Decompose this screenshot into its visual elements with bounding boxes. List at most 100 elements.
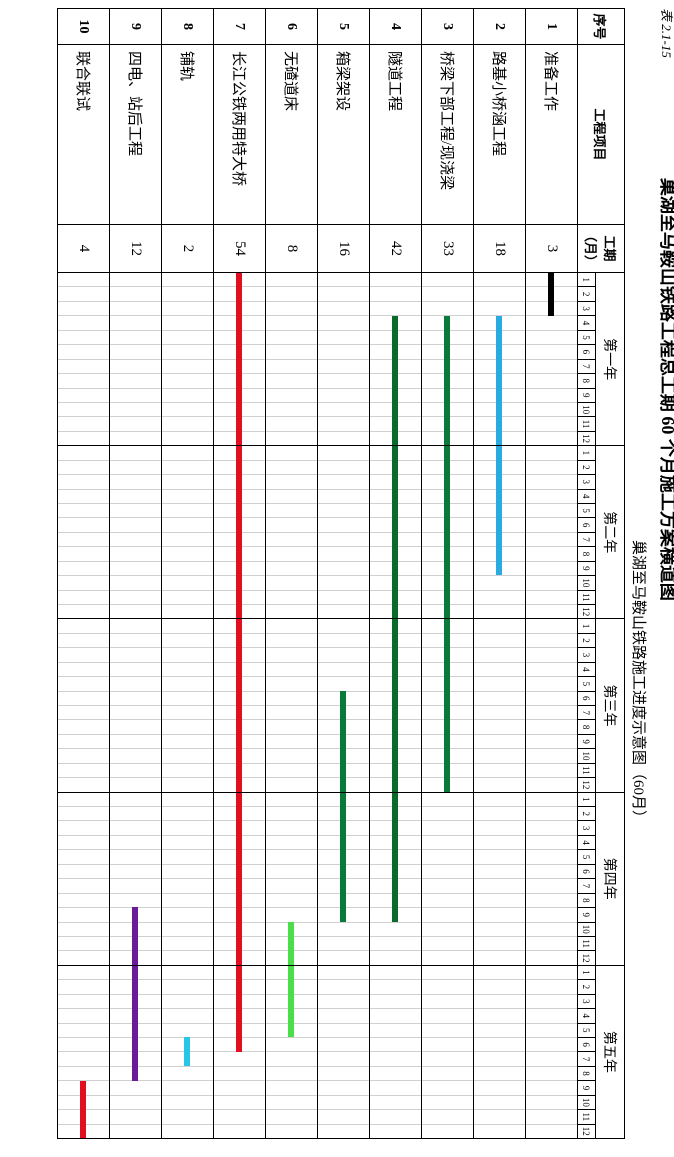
row-name: 铺轨	[162, 45, 214, 225]
gantt-cell	[214, 792, 266, 965]
gantt-cell	[370, 273, 422, 446]
gantt-cell	[110, 792, 162, 965]
row-duration: 3	[526, 225, 578, 273]
gantt-cell	[214, 619, 266, 792]
gantt-bar	[237, 793, 243, 965]
table-row: 3桥梁下部工程/现浇梁33	[422, 9, 474, 1139]
row-seq: 1	[526, 9, 578, 45]
gantt-cell	[110, 273, 162, 446]
gantt-cell	[526, 619, 578, 792]
page-container: 表 2.1-15 巢湖至马鞍山铁路工程总工期 60 个月施工方案横道图 巢湖至马…	[8, 8, 674, 1157]
gantt-bar	[445, 446, 451, 618]
row-duration: 18	[474, 225, 526, 273]
gantt-bar	[185, 1037, 191, 1066]
table-row: 5箱梁架设16	[318, 9, 370, 1139]
gantt-cell	[214, 446, 266, 619]
gantt-bar	[289, 966, 295, 1038]
gantt-cell	[318, 446, 370, 619]
gantt-cell	[370, 619, 422, 792]
gantt-bar	[81, 1081, 87, 1138]
row-name: 桥梁下部工程/现浇梁	[422, 45, 474, 225]
gantt-table: 序号工程项目工期（月）第一年第二年第三年第四年第五年12345678910111…	[57, 8, 625, 1139]
gantt-cell	[162, 273, 214, 446]
gantt-cell	[422, 792, 474, 965]
gantt-cell	[474, 965, 526, 1138]
row-duration: 12	[110, 225, 162, 273]
gantt-cell	[58, 792, 110, 965]
gantt-cell	[266, 619, 318, 792]
gantt-bar	[237, 273, 243, 445]
table-row: 8铺轨2	[162, 9, 214, 1139]
gantt-cell	[318, 619, 370, 792]
year-header: 第五年	[596, 965, 625, 1138]
gantt-cell	[214, 273, 266, 446]
gantt-bar	[133, 907, 139, 964]
gantt-bar	[341, 793, 347, 922]
month-header: 123456789101112	[578, 446, 596, 619]
gantt-cell	[58, 619, 110, 792]
gantt-bar	[237, 966, 243, 1052]
gantt-cell	[58, 965, 110, 1138]
row-duration: 16	[318, 225, 370, 273]
row-name: 准备工作	[526, 45, 578, 225]
gantt-bar	[393, 793, 399, 922]
col-header-duration: 工期（月）	[578, 225, 625, 273]
year-header: 第四年	[596, 792, 625, 965]
month-header: 123456789101112	[578, 965, 596, 1138]
gantt-cell	[110, 619, 162, 792]
gantt-cell	[110, 965, 162, 1138]
year-header: 第二年	[596, 446, 625, 619]
row-seq: 5	[318, 9, 370, 45]
gantt-cell	[422, 965, 474, 1138]
year-header: 第一年	[596, 273, 625, 446]
sub-title: 巢湖至马鞍山铁路施工进度示意图（60月）	[629, 208, 650, 1157]
gantt-cell	[162, 446, 214, 619]
row-duration: 8	[266, 225, 318, 273]
row-seq: 3	[422, 9, 474, 45]
month-header: 123456789101112	[578, 273, 596, 446]
gantt-cell	[422, 446, 474, 619]
table-row: 4隧道工程42	[370, 9, 422, 1139]
gantt-cell	[422, 273, 474, 446]
row-duration: 4	[58, 225, 110, 273]
gantt-cell	[526, 792, 578, 965]
gantt-cell	[474, 792, 526, 965]
gantt-bar	[393, 446, 399, 618]
table-row: 10联合联试4	[58, 9, 110, 1139]
month-header: 123456789101112	[578, 792, 596, 965]
gantt-bar	[237, 619, 243, 791]
row-seq: 7	[214, 9, 266, 45]
table-row: 9四电、站后工程12	[110, 9, 162, 1139]
row-duration: 33	[422, 225, 474, 273]
gantt-bar	[393, 619, 399, 791]
year-header: 第三年	[596, 619, 625, 792]
row-seq: 2	[474, 9, 526, 45]
gantt-bar	[237, 446, 243, 618]
gantt-cell	[370, 965, 422, 1138]
table-row: 6无碴道床8	[266, 9, 318, 1139]
gantt-bar	[393, 316, 399, 445]
gantt-cell	[266, 446, 318, 619]
gantt-bar	[289, 922, 295, 965]
gantt-cell	[370, 792, 422, 965]
gantt-bar	[133, 966, 139, 1081]
gantt-cell	[266, 273, 318, 446]
row-name: 长江公铁两用特大桥	[214, 45, 266, 225]
row-seq: 10	[58, 9, 110, 45]
gantt-bar	[497, 316, 503, 445]
gantt-bar	[445, 316, 451, 445]
header-row: 表 2.1-15 巢湖至马鞍山铁路工程总工期 60 个月施工方案横道图	[656, 8, 674, 1157]
gantt-cell	[474, 273, 526, 446]
table-row: 2路基小桥涵工程18	[474, 9, 526, 1139]
gantt-cell	[214, 965, 266, 1138]
col-header-seq: 序号	[578, 9, 625, 45]
gantt-bar	[497, 446, 503, 575]
gantt-cell	[110, 446, 162, 619]
gantt-cell	[318, 965, 370, 1138]
row-seq: 8	[162, 9, 214, 45]
row-seq: 4	[370, 9, 422, 45]
row-duration: 54	[214, 225, 266, 273]
row-name: 箱梁架设	[318, 45, 370, 225]
row-seq: 9	[110, 9, 162, 45]
gantt-cell	[370, 446, 422, 619]
